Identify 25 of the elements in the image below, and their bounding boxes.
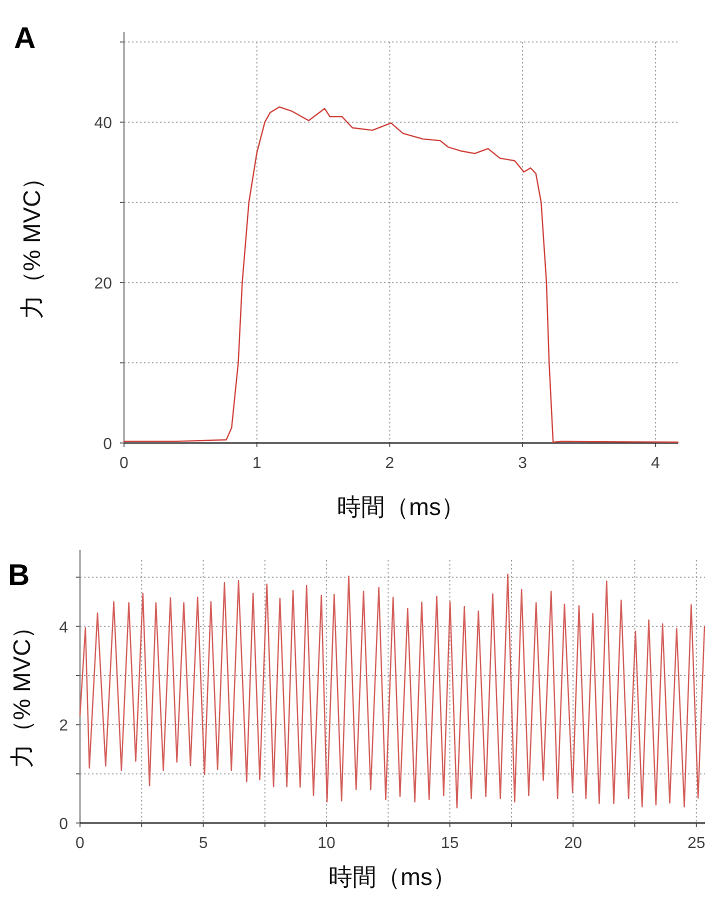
x-tick-label: 20: [564, 835, 582, 852]
x-tick-label: 15: [440, 835, 459, 852]
y-axis-title: 力（% MVC）: [9, 614, 36, 768]
chart-title: B: [8, 559, 30, 592]
x-tick-label: 3: [518, 455, 528, 472]
y-tick-label: 2: [59, 718, 68, 735]
chart-title: A: [14, 22, 36, 55]
x-tick-label: 2: [385, 455, 394, 472]
x-axis-title: 時間（ms）: [337, 494, 465, 521]
x-axis-title: 時間（ms）: [328, 864, 456, 891]
line-series: [79, 574, 706, 808]
y-axis-title: 力（% MVC）: [19, 166, 46, 320]
x-tick-label: 0: [76, 835, 85, 852]
x-tick-label: 1: [252, 455, 262, 472]
y-tick-label: 20: [94, 276, 112, 293]
x-tick-label: 0: [120, 455, 129, 472]
x-tick-label: 5: [198, 835, 208, 852]
x-tick-label: 4: [650, 455, 660, 472]
y-tick-label: 0: [103, 436, 112, 453]
x-tick-label: 25: [687, 835, 706, 852]
y-tick-label: 4: [59, 619, 68, 636]
y-tick-label: 40: [94, 115, 112, 132]
x-tick-label: 10: [318, 835, 336, 852]
line-series: [123, 106, 679, 443]
y-tick-label: 0: [59, 816, 68, 833]
